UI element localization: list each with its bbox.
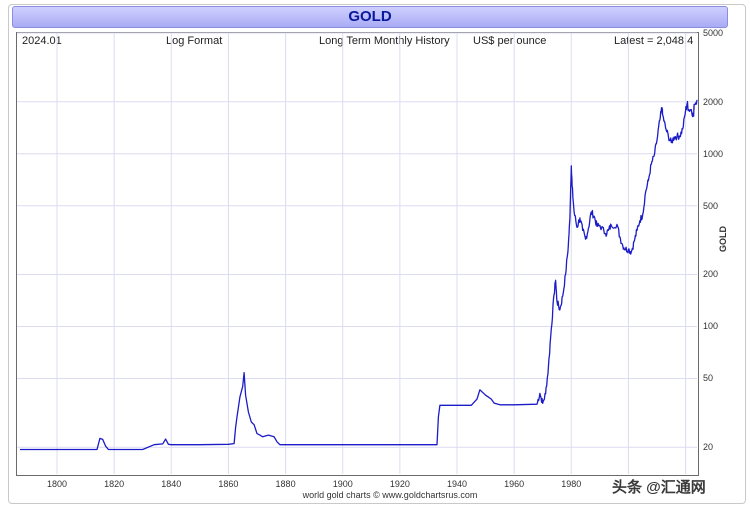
- date-label: 2024.01: [22, 35, 62, 47]
- y-tick-label: 200: [703, 269, 719, 280]
- y-tick-label: 5000: [703, 28, 724, 38]
- x-tick-label: 1820: [104, 479, 125, 489]
- y-tick-label: 500: [703, 200, 719, 211]
- y-axis-label: GOLD: [718, 226, 728, 252]
- format-label: Log Format: [166, 35, 223, 47]
- y-tick-label: 100: [703, 321, 719, 332]
- x-tick-label: 1960: [504, 479, 525, 489]
- gold-price-line: [19, 99, 698, 451]
- y-tick-label: 1000: [703, 148, 724, 159]
- x-tick-label: 1800: [46, 479, 68, 489]
- x-tick-label: 1980: [561, 479, 582, 489]
- y-tick-label: 50: [703, 373, 714, 384]
- chart-title: GOLD: [12, 6, 728, 28]
- latest-price-label: Latest = 2,048.4: [614, 35, 694, 47]
- credit-text: world gold charts © www.goldchartsrus.co…: [302, 490, 478, 500]
- x-tick-label: 1940: [446, 479, 468, 489]
- watermark-text: 头条 @汇通网: [612, 479, 706, 496]
- y-tick-label: 2000: [703, 96, 724, 107]
- y-tick-label: 20: [703, 442, 714, 453]
- unit-label: US$ per ounce: [473, 35, 547, 47]
- x-tick-label: 1880: [275, 479, 296, 489]
- x-tick-label: 1840: [161, 479, 182, 489]
- history-label: Long Term Monthly History: [319, 35, 450, 47]
- x-tick-label: 1920: [389, 479, 410, 489]
- plot-area: [16, 32, 699, 476]
- x-tick-label: 1860: [218, 479, 239, 489]
- x-tick-label: 1900: [332, 479, 353, 489]
